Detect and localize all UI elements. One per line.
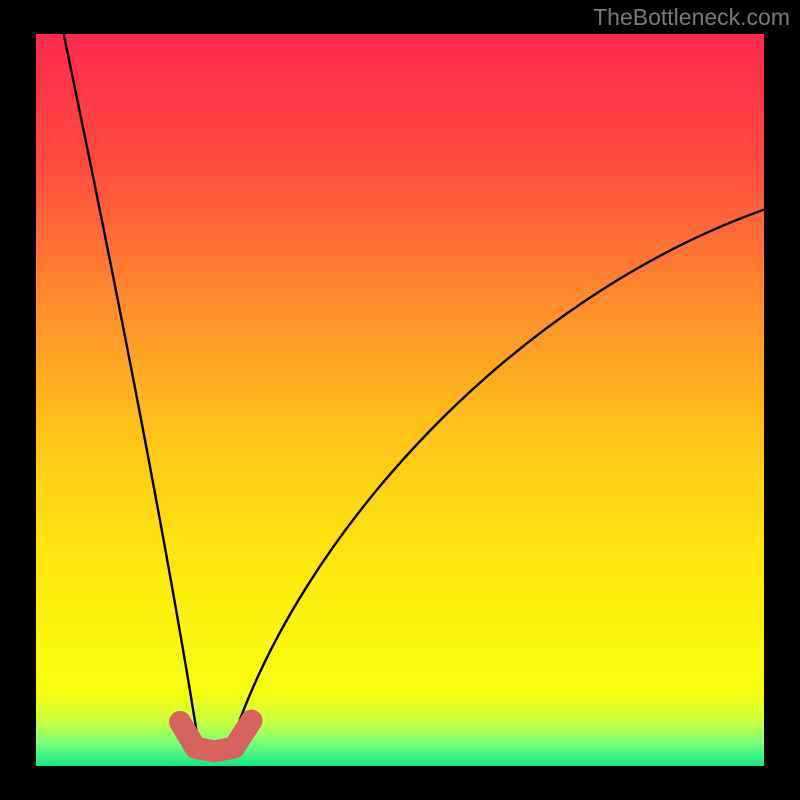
bottleneck-curve [64, 34, 764, 751]
watermark-label: TheBottleneck.com [593, 4, 790, 31]
curve-overlay [0, 0, 800, 800]
chart-root: TheBottleneck.com [0, 0, 800, 800]
nub-end-right-icon [240, 710, 262, 732]
curve-nub [180, 721, 251, 752]
nub-end-left-icon [169, 711, 191, 733]
